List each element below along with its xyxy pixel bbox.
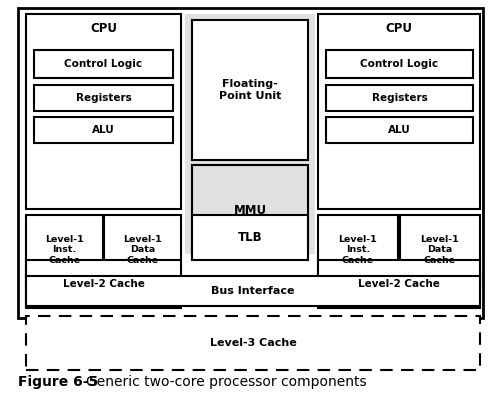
Text: Control Logic: Control Logic xyxy=(65,59,143,69)
Bar xyxy=(26,14,181,209)
Text: Generic two-core processor components: Generic two-core processor components xyxy=(86,375,367,389)
Bar xyxy=(185,14,315,254)
Text: CPU: CPU xyxy=(385,22,412,35)
Text: Level-1
Data
Cache: Level-1 Data Cache xyxy=(123,235,162,265)
Text: Level-3 Cache: Level-3 Cache xyxy=(209,338,297,348)
Bar xyxy=(192,20,308,160)
Bar xyxy=(34,117,173,143)
Bar xyxy=(318,215,398,285)
Text: CPU: CPU xyxy=(90,22,117,35)
Bar xyxy=(26,276,480,306)
Text: Bus Interface: Bus Interface xyxy=(211,286,295,296)
Text: Level-1
Data
Cache: Level-1 Data Cache xyxy=(421,235,459,265)
Text: Figure 6-5: Figure 6-5 xyxy=(18,375,98,389)
Bar xyxy=(26,260,181,308)
Text: ALU: ALU xyxy=(92,125,115,135)
Text: Registers: Registers xyxy=(76,93,131,103)
Bar xyxy=(34,85,173,111)
Bar xyxy=(326,85,473,111)
Bar xyxy=(400,215,480,285)
Bar xyxy=(26,215,103,285)
Bar xyxy=(18,8,483,318)
Bar xyxy=(318,260,480,308)
Bar xyxy=(192,165,308,255)
Bar xyxy=(34,50,173,78)
Text: Control Logic: Control Logic xyxy=(360,59,438,69)
Text: Level-2 Cache: Level-2 Cache xyxy=(358,279,440,289)
Text: Registers: Registers xyxy=(372,93,427,103)
Text: TLB: TLB xyxy=(237,231,263,244)
Bar xyxy=(326,50,473,78)
Text: Level-1
Inst.
Cache: Level-1 Inst. Cache xyxy=(339,235,377,265)
Text: Level-2 Cache: Level-2 Cache xyxy=(63,279,144,289)
Text: MMU: MMU xyxy=(233,204,267,216)
Bar xyxy=(26,316,480,370)
Bar xyxy=(192,215,308,260)
Text: Level-1
Inst.
Cache: Level-1 Inst. Cache xyxy=(45,235,84,265)
Bar xyxy=(326,117,473,143)
Text: Floating-
Point Unit: Floating- Point Unit xyxy=(219,79,281,101)
Bar xyxy=(104,215,181,285)
Bar xyxy=(318,14,480,209)
Text: ALU: ALU xyxy=(388,125,411,135)
